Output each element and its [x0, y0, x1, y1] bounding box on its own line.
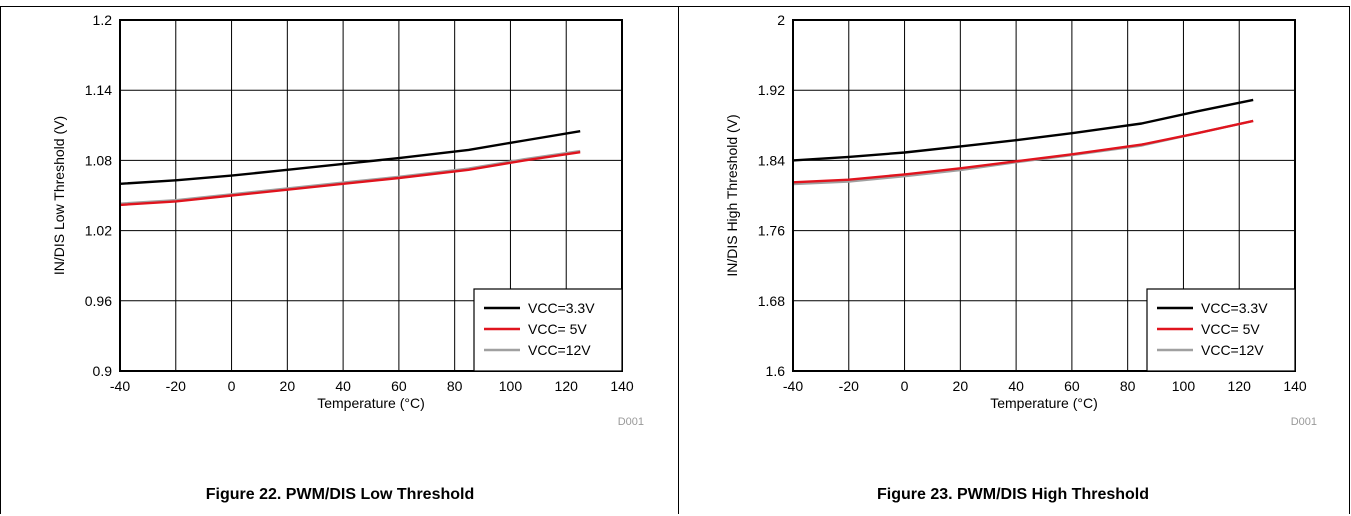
x-axis-label: Temperature (°C): [317, 395, 425, 411]
x-tick-label: 120: [1228, 378, 1252, 394]
x-tick-label: 80: [1120, 378, 1136, 394]
x-tick-label: 140: [1283, 378, 1307, 394]
figure-frame-right: [1349, 6, 1350, 514]
x-tick-label: 0: [901, 378, 909, 394]
legend-label: VCC=3.3V: [528, 300, 595, 316]
legend-label: VCC= 5V: [1201, 321, 1260, 337]
x-tick-label: 60: [391, 378, 407, 394]
x-tick-label: 0: [228, 378, 236, 394]
y-tick-label: 1.68: [758, 293, 785, 309]
y-tick-label: 0.96: [85, 293, 112, 309]
x-tick-label: 60: [1064, 378, 1080, 394]
x-tick-label: 140: [610, 378, 634, 394]
plot-border: [792, 19, 1296, 372]
x-axis-label: Temperature (°C): [990, 395, 1098, 411]
figure-note: D001: [1291, 416, 1317, 428]
y-tick-label: 1.2: [93, 12, 113, 28]
series-line: [792, 98, 1254, 162]
legend-label: VCC= 5V: [528, 321, 587, 337]
y-tick-label: 1.92: [758, 82, 785, 98]
figure-caption-low-threshold: Figure 22. PWM/DIS Low Threshold: [205, 486, 475, 503]
x-tick-label: 100: [499, 378, 523, 394]
legend-label: VCC=3.3V: [1201, 300, 1268, 316]
y-tick-label: 1.76: [758, 223, 785, 239]
figure-frame-top: [0, 6, 1349, 7]
x-tick-label: 20: [953, 378, 969, 394]
plot-border: [119, 19, 623, 372]
y-tick-label: 1.6: [766, 363, 786, 379]
y-axis-label: IN/DIS High Threshold (V): [724, 114, 740, 276]
series-line: [119, 151, 581, 207]
figure-frame-left: [0, 6, 1, 514]
x-tick-label: 100: [1172, 378, 1196, 394]
legend-label: VCC=12V: [1201, 342, 1264, 358]
legend-label: VCC=12V: [528, 342, 591, 358]
y-tick-label: 0.9: [93, 363, 113, 379]
figure-divider: [678, 6, 679, 514]
figure-caption-high-threshold: Figure 23. PWM/DIS High Threshold: [876, 486, 1149, 503]
chart-panel-low-threshold: -40 -20 0 20 40 60 80 100 120 140 0.9 0.96 1.02 1.08 1…: [2, 0, 678, 516]
x-tick-label: 40: [1008, 378, 1024, 394]
y-tick-label: 1.14: [85, 82, 112, 98]
series-line: [119, 130, 581, 185]
y-tick-label: 1.02: [85, 223, 112, 239]
x-tick-label: -40: [783, 378, 803, 394]
x-tick-label: -40: [110, 378, 130, 394]
x-tick-label: 80: [447, 378, 463, 394]
chart-panel-high-threshold: -40 -20 0 20 40 60 80 100 120 140 1.6 1.68 1.76 1.84 1…: [675, 0, 1351, 516]
figure-note: D001: [618, 416, 644, 428]
y-tick-label: 1.84: [758, 152, 785, 168]
chart-svg-high-threshold: -40 -20 0 20 40 60 80 100 120 140 1.6 1.68 1.76 1.84 1…: [724, 12, 1317, 428]
x-tick-label: 20: [280, 378, 296, 394]
y-tick-label: 1.08: [85, 152, 112, 168]
y-axis-label: IN/DIS Low Threshold (V): [51, 116, 67, 275]
x-tick-label: 120: [555, 378, 579, 394]
series-line: [792, 119, 1254, 184]
chart-svg-low-threshold: -40 -20 0 20 40 60 80 100 120 140 0.9 0.96 1.02 1.08 1…: [51, 12, 644, 428]
x-tick-label: -20: [166, 378, 186, 394]
y-tick-label: 2: [777, 12, 785, 28]
x-tick-label: 40: [335, 378, 351, 394]
x-tick-label: -20: [839, 378, 859, 394]
